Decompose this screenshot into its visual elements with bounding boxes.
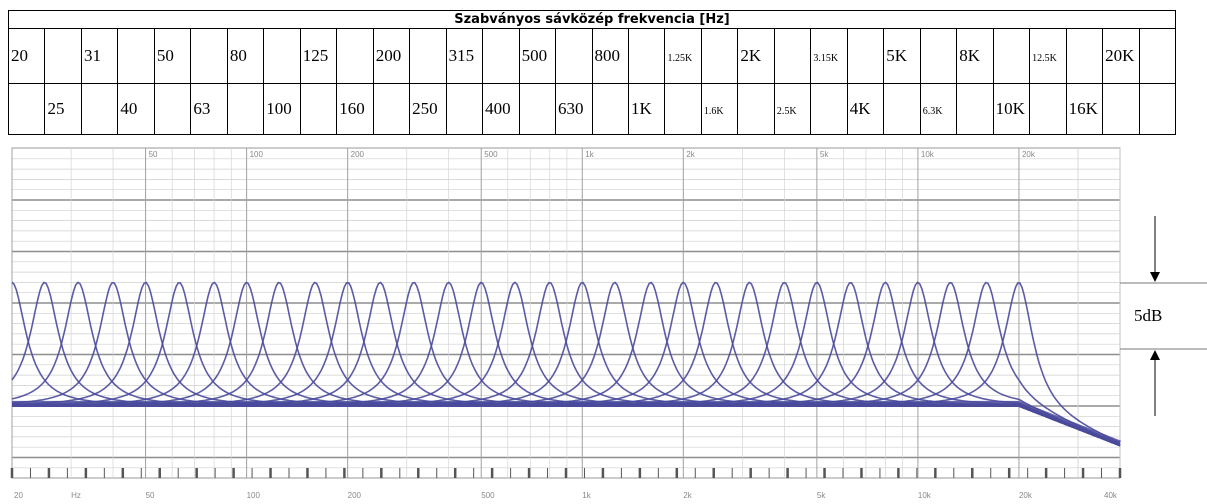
empty-cell [1065, 28, 1104, 84]
baseline-curve [12, 400, 1121, 446]
empty-cell [737, 83, 775, 135]
band-cell: 1.6K [700, 83, 739, 135]
band-cell: 6.3K [919, 83, 958, 135]
empty-cell [773, 28, 812, 84]
band-cell: 80 [226, 28, 265, 84]
band-cell: 400 [482, 83, 520, 135]
bottom-tick-label: 20k [1019, 491, 1033, 500]
band-cell: 50 [153, 28, 192, 84]
band-cell: 63 [190, 83, 228, 135]
band-cell: 40 [117, 83, 155, 135]
band-cell: 250 [409, 83, 447, 135]
top-tick-label: 10k [921, 150, 935, 159]
bottom-tick-label: 2k [683, 491, 692, 500]
db-scale-marker [1120, 216, 1207, 416]
band-cell: 200 [372, 28, 411, 84]
empty-cell [1102, 83, 1140, 135]
band-cell: 500 [518, 28, 557, 84]
band-cell: 800 [591, 28, 629, 84]
band-cell: 12.5K [1029, 28, 1067, 84]
band-cell: 100 [263, 83, 301, 135]
up-arrow-icon [1150, 350, 1160, 360]
band-cell: 16K [1065, 83, 1104, 135]
empty-cell [117, 28, 155, 84]
empty-cell [153, 83, 192, 135]
empty-cell [700, 28, 739, 84]
empty-cell [555, 28, 593, 84]
frequency-table: Szabványos sávközép frekvencia [Hz] 20 31… [7, 10, 1177, 135]
empty-cell [336, 28, 374, 84]
empty-cell [372, 83, 411, 135]
empty-cell [591, 83, 629, 135]
top-tick-label: 20k [1022, 150, 1036, 159]
frequency-row-lower: 25 40 63 100 160 250 400 630 1K 1.6K 2.5K 4K 6.3K 10K… [7, 83, 1177, 135]
band-cell: 25 [44, 83, 82, 135]
table-title: Szabványos sávközép frekvencia [Hz] [8, 10, 1176, 29]
empty-cell [956, 83, 994, 135]
band-cell: 8K [956, 28, 994, 84]
band-cell: 630 [555, 83, 593, 135]
empty-cell [44, 28, 82, 84]
empty-cell [226, 83, 265, 135]
bottom-tick-label: 5k [817, 491, 826, 500]
band-cell: 1.25K [664, 28, 702, 84]
bottom-tick-label: 500 [481, 491, 495, 500]
band-cell: 315 [445, 28, 484, 84]
band-cell: 20K [1102, 28, 1140, 84]
empty-cell [80, 83, 119, 135]
frequency-row-upper: 20 31 50 80 125 200 315 500 800 1.25K 2K 3.15K 5K 8K 1… [7, 28, 1177, 84]
band-cell: 2K [737, 28, 775, 84]
empty-cell [409, 28, 447, 84]
band-cell: 20 [7, 28, 46, 84]
empty-cell [992, 28, 1031, 84]
band-cell: 31 [80, 28, 119, 84]
bottom-tick-label: 1k [582, 491, 591, 500]
bottom-tick-label: 20 [14, 491, 23, 500]
top-tick-label: 500 [484, 150, 498, 159]
empty-cell [7, 83, 46, 135]
top-tick-label: 50 [149, 150, 158, 159]
empty-cell [883, 83, 921, 135]
band-cell: 4K [846, 83, 885, 135]
equalizer-response-chart: 50 100 200 500 1k 2k 5k 10k 20k 20 Hz 50 100 200 500 1k… [10, 147, 1122, 500]
empty-cell [190, 28, 228, 84]
empty-cell [263, 28, 301, 84]
empty-cell [664, 83, 702, 135]
top-tick-label: 5k [820, 150, 829, 159]
bottom-tick-label: 50 [146, 491, 155, 500]
empty-cell [919, 28, 958, 84]
empty-cell [445, 83, 484, 135]
empty-cell [518, 83, 557, 135]
empty-cell [810, 83, 848, 135]
band-cell: 5K [883, 28, 921, 84]
empty-cell [627, 28, 666, 84]
band-cell: 1K [627, 83, 666, 135]
bottom-tick-label: Hz [71, 491, 81, 500]
band-cell: 2.5K [773, 83, 812, 135]
empty-cell [1138, 83, 1177, 135]
top-tick-label: 100 [250, 150, 264, 159]
bottom-tick-label: 200 [348, 491, 362, 500]
down-arrow-icon [1150, 272, 1160, 282]
empty-cell [846, 28, 885, 84]
db-scale-label: 5dB [1134, 306, 1163, 325]
empty-cell [299, 83, 338, 135]
empty-cell [1138, 28, 1177, 84]
band-cell: 125 [299, 28, 338, 84]
empty-cell [482, 28, 520, 84]
bottom-tick-label: 100 [247, 491, 261, 500]
band-cell: 10K [992, 83, 1031, 135]
empty-cell [1029, 83, 1067, 135]
top-tick-label: 200 [351, 150, 365, 159]
bottom-tick-label: 10k [918, 491, 932, 500]
bottom-tick-label: 40k [1104, 491, 1118, 500]
band-cell: 3.15K [810, 28, 848, 84]
band-cell: 160 [336, 83, 374, 135]
top-tick-label: 2k [686, 150, 695, 159]
top-tick-label: 1k [585, 150, 594, 159]
